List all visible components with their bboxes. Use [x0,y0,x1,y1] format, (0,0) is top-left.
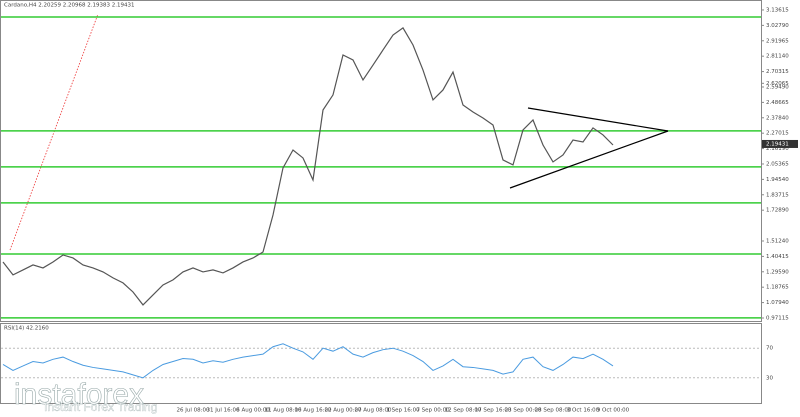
x-tick-label: 11 Aug 08:00 [264,408,302,414]
x-tick-label: 23 Sep 00:00 [505,408,542,414]
y-tick-label: 2.62065 [766,81,789,87]
watermark-brand: instaforex [14,378,144,411]
chart-title: Cardano,H4 2.20259 2.20968 2.19383 2.194… [4,3,134,9]
x-tick-label: 1 Sep 16:00 [386,408,420,414]
y-tick-label: 0.97115 [766,315,789,321]
y-tick-label: 1.07940 [766,300,789,306]
y-tick-label: 1.51240 [766,238,789,244]
rsi-tick-label: 70 [766,346,773,352]
triangle-pattern [509,107,669,189]
y-tick-label: 1.72890 [766,208,789,214]
y-tick-label: 2.37840 [766,115,789,121]
y-tick-label: 1.40415 [766,254,789,260]
y-tick-label: 1.29590 [766,269,789,275]
x-tick-label: 26 Jul 08:00 [177,408,210,414]
y-tick-label: 3.13615 [766,7,789,13]
x-tick-label: 17 Sep 16:00 [475,408,512,414]
trend-line [9,13,99,251]
x-tick-label: 22 Aug 00:00 [324,408,362,414]
x-tick-label: 31 Jul 16:00 [207,408,240,414]
price-tag-label: 2.19431 [766,141,789,147]
y-tick-label: 1.83715 [766,192,789,198]
y-tick-label: 2.59490 [766,84,789,90]
x-tick-label: 9 Oct 00:00 [597,408,630,414]
x-tick-label: 12 Sep 08:00 [445,408,482,414]
x-tick-label: 28 Sep 08:00 [535,408,572,414]
y-tick-label: 2.81140 [766,54,789,60]
x-tick-label: 27 Aug 08:00 [354,408,392,414]
y-tick-label: 3.02790 [766,23,789,29]
y-tick-label: 2.91965 [766,38,789,44]
watermark-tagline: Instant Forex Trading [44,400,157,414]
x-tick-label: 16 Aug 16:00 [294,408,332,414]
x-tick-label: 6 Aug 00:00 [236,408,270,414]
y-tick-label: 2.16190 [766,146,789,152]
rsi-tick-label: 30 [766,375,773,381]
y-tick-label: 2.05365 [766,161,789,167]
x-tick-label: 3 Oct 16:00 [567,408,600,414]
y-tick-label: 1.18765 [766,285,789,291]
rsi-title: RSI(14) 42.2160 [4,326,49,332]
rsi-line [2,343,614,379]
y-tick-label: 2.27015 [766,131,789,137]
price-panel [0,0,762,322]
y-tick-label: 2.70315 [766,69,789,75]
lower-trendline [509,130,669,189]
rsi-panel [0,323,762,404]
upper-trendline [527,107,669,132]
x-tick-label: 7 Sep 00:00 [416,408,450,414]
price-line [2,27,614,306]
y-tick-label: 1.94540 [766,177,789,183]
y-tick-label: 2.48665 [766,100,789,106]
price-tag [762,139,798,148]
